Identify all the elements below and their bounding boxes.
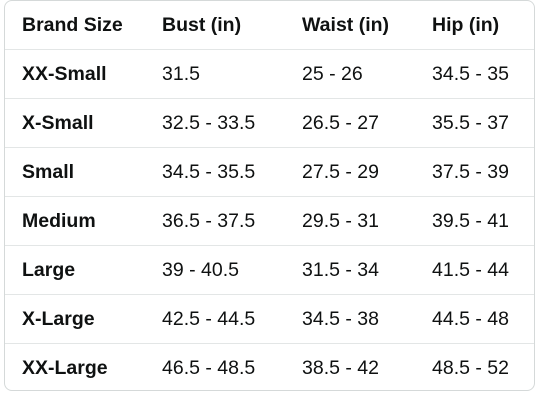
table-row: Medium 36.5 - 37.5 29.5 - 31 39.5 - 41 — [5, 196, 534, 246]
header-row: Brand Size Bust (in) Waist (in) Hip (in) — [5, 1, 534, 50]
table-row: XX-Large 46.5 - 48.5 38.5 - 42 48.5 - 52 — [5, 344, 534, 391]
measure-cell: 25 - 26 — [302, 49, 432, 99]
header-cell: Bust (in) — [162, 1, 302, 50]
size-cell: XX-Small — [5, 49, 162, 99]
measure-cell: 39 - 40.5 — [162, 245, 302, 295]
measure-cell: 39.5 - 41 — [432, 196, 534, 246]
measure-cell: 38.5 - 42 — [302, 356, 379, 379]
measure-cell: 31.5 — [162, 49, 302, 99]
measure-cell: 37.5 - 39 — [432, 147, 534, 197]
measure-cell: 46.5 - 48.5 — [162, 356, 256, 379]
table-body: XX-Small 31.5 25 - 26 34.5 - 35 X-Small 32.5 … — [5, 49, 534, 391]
size-cell: Large — [5, 245, 162, 295]
size-cell: Medium — [5, 196, 162, 246]
header-cell: Brand Size — [5, 1, 162, 50]
size-table: Brand Size Bust (in) Waist (in) Hip (in) XX… — [5, 1, 534, 391]
header-cell: Hip (in) — [432, 1, 534, 50]
size-cell: X-Large — [5, 294, 162, 344]
size-cell: Small — [5, 147, 162, 197]
measure-cell: 34.5 - 38 — [302, 294, 432, 344]
size-cell: XX-Large — [22, 356, 108, 379]
measure-cell: 42.5 - 44.5 — [162, 294, 302, 344]
table-row: XX-Small 31.5 25 - 26 34.5 - 35 — [5, 49, 534, 99]
measure-cell: 36.5 - 37.5 — [162, 196, 302, 246]
table-row: Large 39 - 40.5 31.5 - 34 41.5 - 44 — [5, 245, 534, 295]
measure-cell: 48.5 - 52 — [432, 356, 509, 379]
header-cell: Waist (in) — [302, 1, 432, 50]
measure-cell: 29.5 - 31 — [302, 196, 432, 246]
measure-cell: 34.5 - 35 — [432, 49, 534, 99]
table-row: X-Small 32.5 - 33.5 26.5 - 27 35.5 - 37 — [5, 98, 534, 148]
measure-cell: 41.5 - 44 — [432, 245, 534, 295]
measure-cell: 26.5 - 27 — [302, 98, 432, 148]
table-row: X-Large 42.5 - 44.5 34.5 - 38 44.5 - 48 — [5, 294, 534, 344]
measure-cell: 34.5 - 35.5 — [162, 147, 302, 197]
measure-cell: 35.5 - 37 — [432, 98, 534, 148]
measure-cell: 32.5 - 33.5 — [162, 98, 302, 148]
measure-cell: 27.5 - 29 — [302, 147, 432, 197]
measure-cell: 44.5 - 48 — [432, 294, 534, 344]
size-chart: Brand Size Bust (in) Waist (in) Hip (in) XX… — [4, 0, 535, 391]
size-cell: X-Small — [5, 98, 162, 148]
measure-cell: 31.5 - 34 — [302, 245, 432, 295]
table-row: Small 34.5 - 35.5 27.5 - 29 37.5 - 39 — [5, 147, 534, 197]
